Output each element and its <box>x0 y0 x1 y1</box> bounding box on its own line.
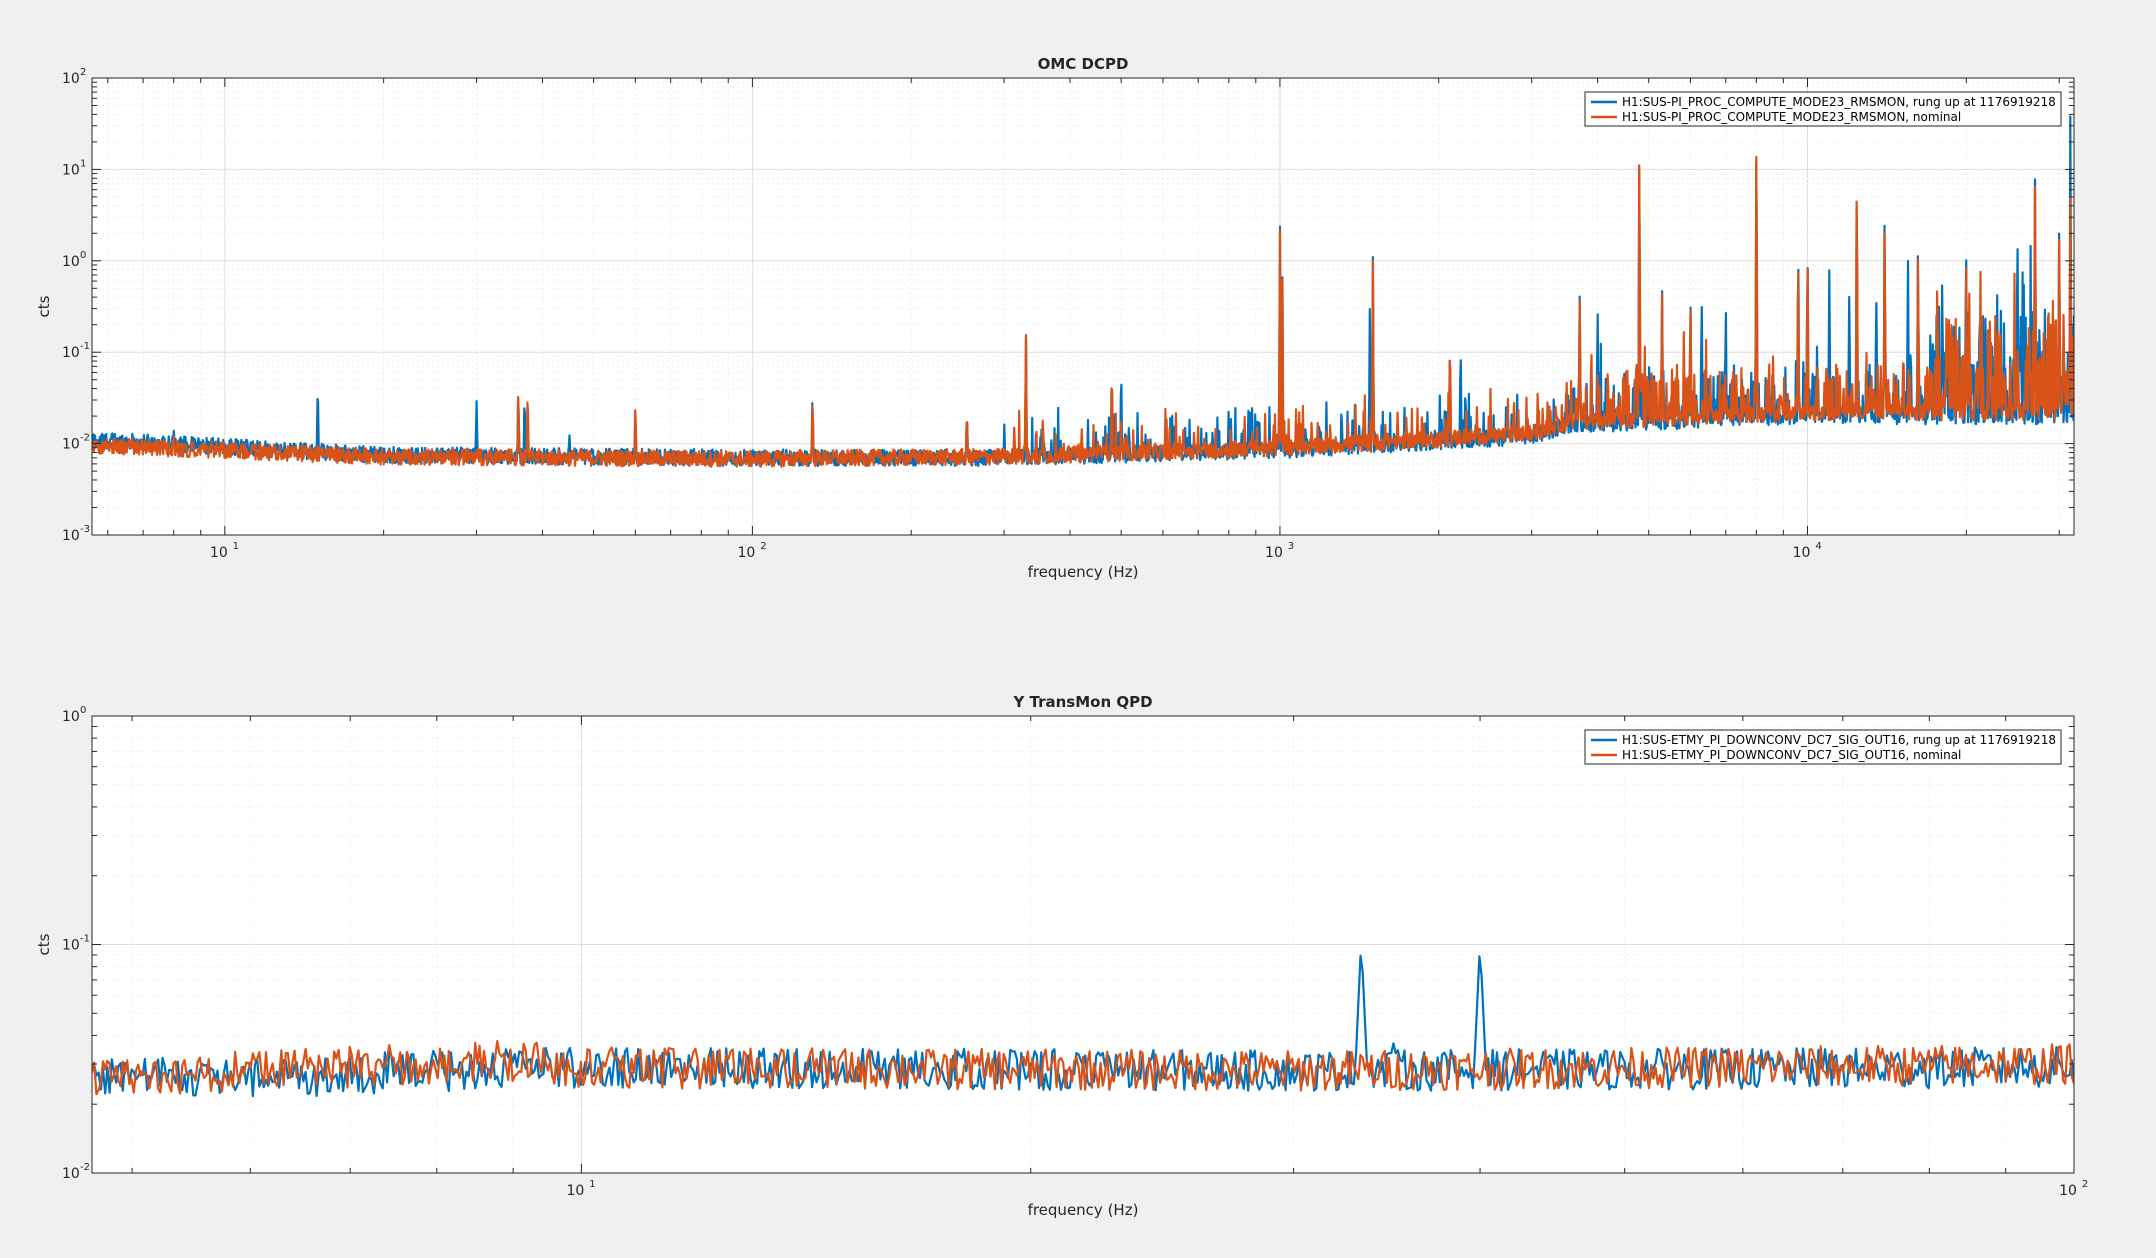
omc-dcpd-axes: 10 1 10 2 10 3 10 410 -310 -210 -110 010 110 2 OMC DCP… <box>35 55 2075 581</box>
legend: H1:SUS-PI_PROC_COMPUTE_MODE23_RMSMON, ru… <box>1584 91 2062 127</box>
y-axis-label: cts <box>35 933 53 955</box>
y-tick-label: 10 <box>62 254 80 270</box>
y-tick-label-exponent: 1 <box>80 158 86 169</box>
y-tick-label: 10 <box>62 528 80 544</box>
y-tick-label-exponent: 0 <box>80 705 86 716</box>
legend-entry: H1:SUS-PI_PROC_COMPUTE_MODE23_RMSMON, ru… <box>1622 95 2056 109</box>
x-tick-label-exponent: 1 <box>233 541 239 552</box>
x-tick-label: 10 <box>210 545 228 561</box>
y-tick-label: 10 <box>62 162 80 178</box>
series-line-1 <box>92 155 2074 468</box>
legend-entry: H1:SUS-ETMY_PI_DOWNCONV_DC7_SIG_OUT16, r… <box>1622 733 2056 747</box>
legend-entry: H1:SUS-PI_PROC_COMPUTE_MODE23_RMSMON, no… <box>1622 110 1961 124</box>
x-tick-label-exponent: 2 <box>760 541 766 552</box>
legend-entry: H1:SUS-ETMY_PI_DOWNCONV_DC7_SIG_OUT16, n… <box>1622 748 1961 762</box>
y-tick-label: 10 <box>62 345 80 361</box>
series-group <box>92 115 2074 468</box>
x-axis-label: frequency (Hz) <box>1028 1201 1139 1219</box>
legend-box <box>1584 729 2062 765</box>
y-tick-label-exponent: -2 <box>80 433 90 444</box>
x-tick-label: 10 <box>737 545 755 561</box>
chart-title: OMC DCPD <box>1038 55 1129 73</box>
x-tick-label: 10 <box>1265 545 1283 561</box>
x-tick-label-exponent: 4 <box>1815 541 1821 552</box>
y-tick-label-exponent: -1 <box>80 341 90 352</box>
y-tick-label-exponent: 0 <box>80 250 86 261</box>
series-group <box>92 954 2074 1098</box>
y-tick-label-exponent: -3 <box>80 524 90 535</box>
chart-title: Y TransMon QPD <box>1012 693 1152 711</box>
x-axis-label: frequency (Hz) <box>1028 563 1139 581</box>
series-line-1 <box>92 1039 2074 1096</box>
y-tick-label: 10 <box>62 71 80 87</box>
x-tick-label-exponent: 2 <box>2082 1179 2088 1190</box>
legend-box <box>1584 91 2062 127</box>
x-tick-label: 10 <box>1793 545 1811 561</box>
x-tick-label: 10 <box>567 1183 585 1199</box>
x-tick-label: 10 <box>2059 1183 2077 1199</box>
y-tick-label: 10 <box>62 1166 80 1182</box>
plot-area <box>92 78 2074 535</box>
y-tick-label-exponent: -2 <box>80 1162 90 1173</box>
y-tick-label: 10 <box>62 437 80 453</box>
y-axis-label: cts <box>35 295 53 317</box>
y-tick-label-exponent: -1 <box>80 934 90 945</box>
x-tick-label-exponent: 3 <box>1288 541 1294 552</box>
legend: H1:SUS-ETMY_PI_DOWNCONV_DC7_SIG_OUT16, r… <box>1584 729 2062 765</box>
y-tick-label: 10 <box>62 938 80 954</box>
x-tick-label-exponent: 1 <box>589 1179 595 1190</box>
y-transmon-qpd-axes: 10 1 10 210 -210 -110 0 Y TransMon QPDfrequency… <box>35 693 2088 1219</box>
y-tick-label-exponent: 2 <box>80 67 86 78</box>
y-tick-label: 10 <box>62 709 80 725</box>
axes-border <box>91 77 2075 536</box>
